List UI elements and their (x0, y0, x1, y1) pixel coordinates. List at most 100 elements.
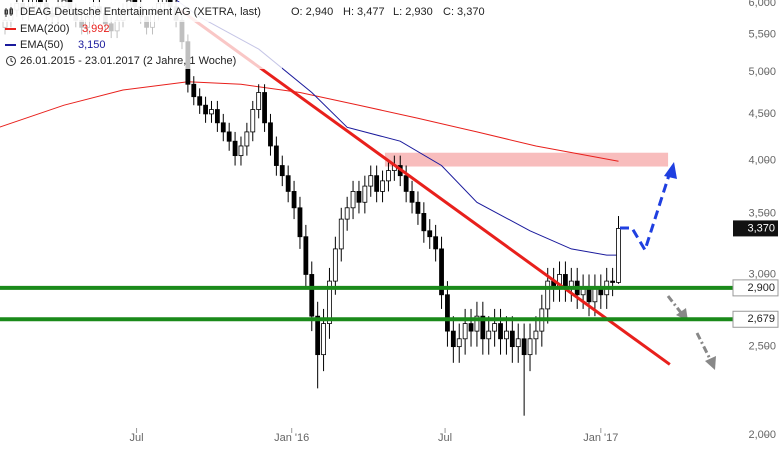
y-tick-label: 2,000 (748, 429, 776, 441)
candle-body (356, 191, 362, 203)
candle-body (226, 131, 232, 142)
x-tick-label: Jan '17 (583, 432, 618, 444)
ohlc-label: H: 3,477 (343, 6, 385, 18)
candle-body (592, 287, 598, 303)
candle-body (415, 201, 421, 214)
candle-body (203, 104, 208, 115)
candle-body (368, 175, 374, 187)
candle-body (315, 315, 321, 356)
candle-body (421, 213, 427, 232)
candle-body (232, 140, 238, 157)
y-tick-label: 5,500 (748, 28, 776, 40)
down-arrow (695, 332, 713, 362)
price-tag-label: 2,679 (747, 313, 775, 325)
candle-body (268, 122, 273, 147)
y-tick-label: 3,000 (748, 268, 776, 280)
candle-body (327, 280, 332, 324)
legend-series: EMA(200) 3,992 EMA(50) 3,150 (5, 23, 110, 51)
candle-body (403, 175, 409, 192)
candle-body (244, 131, 250, 147)
x-tick-label: Jul (438, 432, 452, 444)
candle-body (527, 338, 533, 356)
candle-body (279, 165, 285, 177)
legend-value: 3,150 (78, 39, 106, 51)
candle-body (309, 274, 315, 317)
candle-body (515, 338, 521, 348)
candle-body (456, 338, 462, 348)
x-tick-label: Jul (130, 432, 144, 444)
candle-body (498, 323, 503, 340)
title: DEAG Deutsche Entertainment AG (XETRA, l… (20, 6, 261, 18)
candle-body (450, 330, 456, 348)
arrow-head (705, 356, 716, 370)
candle-body (197, 96, 203, 106)
arrow-head (664, 162, 677, 179)
candle-body (191, 83, 197, 98)
candle-body (209, 109, 214, 115)
trend-line (179, 8, 671, 366)
legend-bg (286, 2, 506, 22)
candle-body (291, 191, 297, 209)
candle-body (303, 236, 309, 275)
candle-body (439, 248, 444, 296)
y-tick-label: 4,000 (748, 154, 776, 166)
candle-body (521, 338, 527, 356)
candle-body (504, 330, 509, 340)
legend-label: EMA(200) (20, 23, 70, 35)
candle-body (462, 323, 468, 340)
ohlc-label: L: 2,930 (393, 6, 433, 18)
candle-body (474, 315, 480, 332)
candle-body (256, 92, 262, 110)
candle-body (533, 330, 539, 340)
candle-body (563, 274, 568, 289)
ema-line (0, 81, 619, 162)
candle-body (285, 175, 291, 192)
clock-hand (10, 58, 14, 63)
candle-body (344, 207, 350, 220)
candle-body (250, 109, 256, 133)
y-tick-label: 6,000 (748, 0, 776, 9)
clock-icon (6, 56, 16, 66)
last-price-label: 3,370 (747, 222, 775, 234)
y-tick-label: 3,500 (748, 207, 776, 219)
candle-body (610, 280, 616, 283)
candle-body (445, 294, 450, 332)
candle-body (374, 175, 380, 192)
up-arrow (620, 171, 672, 254)
candle-body (468, 323, 474, 332)
candle-body (338, 218, 344, 250)
price-tag (732, 310, 779, 328)
candle-body (380, 180, 385, 192)
legend-label: EMA(50) (20, 39, 63, 51)
candle-body (486, 330, 492, 340)
candle-body (350, 191, 356, 209)
x-tick-label: Jan '16 (274, 432, 309, 444)
candle-body (545, 280, 551, 310)
candle-body (586, 287, 592, 303)
candle-body (509, 330, 515, 348)
candle-icon (4, 7, 13, 17)
last-price-tag (733, 220, 778, 237)
candle-body (427, 230, 433, 238)
legend: DEAG Deutsche Entertainment AG (XETRA, l… (0, 2, 506, 69)
date-range: 26.01.2015 - 23.01.2017 (2 Jahre, 1 Woch… (20, 55, 236, 67)
price-tag-label: 2,900 (747, 282, 775, 294)
ohlc-label: O: 2,940 (291, 6, 333, 18)
candle-body (262, 92, 267, 124)
y-tick-label: 2,500 (748, 341, 776, 353)
legend-value: 3,992 (82, 23, 110, 35)
candle-body (362, 185, 368, 203)
candle-body (492, 323, 498, 332)
down-arrow (666, 295, 684, 315)
resistance-zone (384, 152, 669, 167)
candle-body (409, 191, 415, 203)
candle-body (386, 170, 391, 182)
candle-body (297, 207, 303, 238)
candle-body (220, 122, 226, 133)
candle-body (273, 145, 279, 166)
legend-bg (0, 2, 280, 22)
candle-body (238, 145, 244, 157)
price-tag (732, 279, 779, 297)
candle-body (480, 315, 486, 340)
